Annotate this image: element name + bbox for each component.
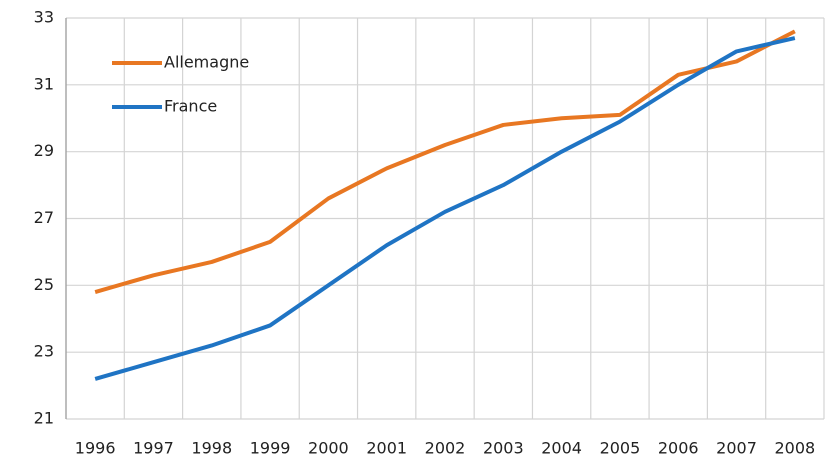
y-tick-label: 25 xyxy=(34,275,54,294)
x-tick-label: 2001 xyxy=(366,439,407,458)
y-tick-label: 33 xyxy=(34,8,54,27)
x-tick-label: 2000 xyxy=(308,439,349,458)
series-line xyxy=(94,29,796,294)
legend-label: France xyxy=(164,97,217,116)
x-tick-label: 2005 xyxy=(600,439,641,458)
y-tick-label: 23 xyxy=(34,342,54,361)
x-tick-label: 2002 xyxy=(425,439,466,458)
x-tick-label: 2007 xyxy=(716,439,757,458)
y-tick-label: 29 xyxy=(34,141,54,160)
x-tick-label: 1996 xyxy=(75,439,116,458)
x-tick-label: 2003 xyxy=(483,439,524,458)
x-tick-label: 1999 xyxy=(250,439,291,458)
y-tick-label: 31 xyxy=(34,74,54,93)
legend-label: Allemagne xyxy=(164,53,249,72)
y-tick-label: 21 xyxy=(34,409,54,428)
x-tick-label: 2008 xyxy=(774,439,815,458)
x-tick-label: 1998 xyxy=(191,439,232,458)
x-tick-label: 2006 xyxy=(658,439,699,458)
y-tick-label: 27 xyxy=(34,208,54,227)
series-line xyxy=(94,36,796,381)
x-tick-label: 2004 xyxy=(541,439,582,458)
x-tick-label: 1997 xyxy=(133,439,174,458)
